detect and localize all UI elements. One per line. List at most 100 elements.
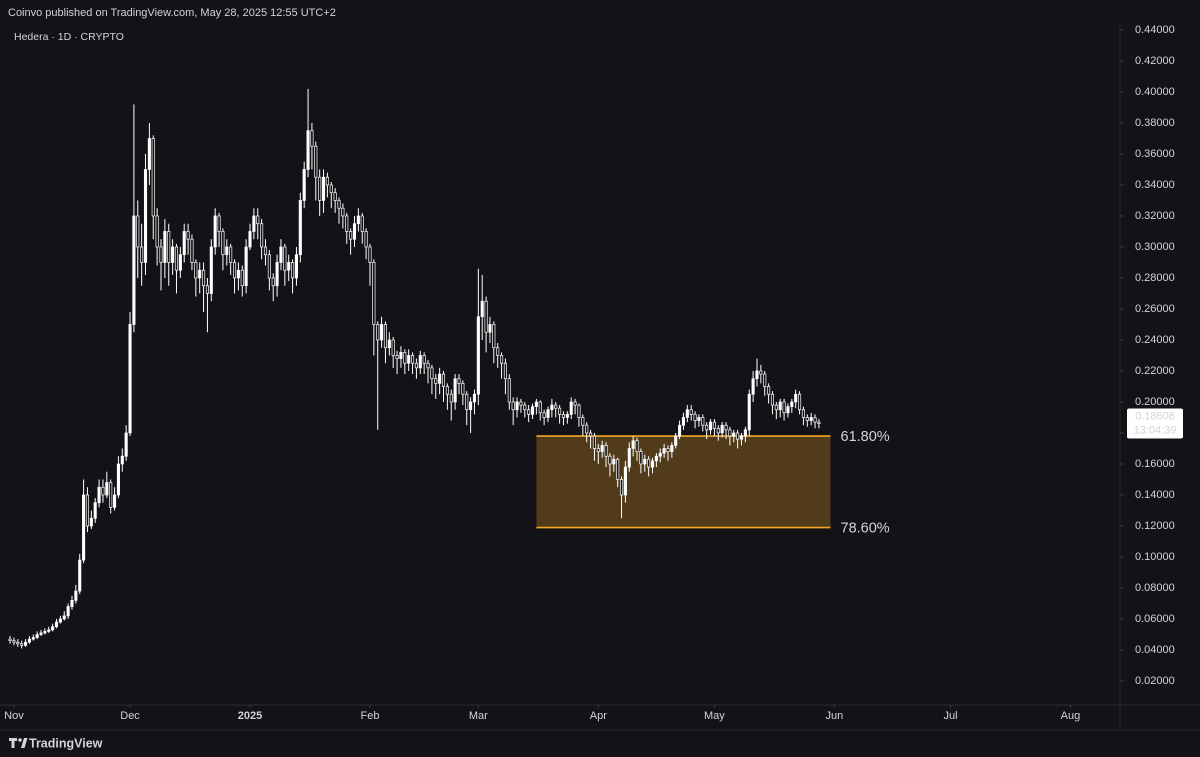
y-tick-label: 0.28000	[1135, 272, 1175, 284]
candle-body	[225, 246, 229, 256]
candle-body	[236, 269, 240, 279]
candle-body	[817, 421, 821, 424]
candle-body	[35, 634, 39, 638]
candle-body	[89, 517, 93, 527]
symbol-title: Hedera · 1D · CRYPTO	[14, 31, 124, 43]
candle-body	[511, 401, 515, 411]
candle-body	[794, 393, 798, 403]
y-tick-label: 0.30000	[1135, 241, 1175, 253]
candle-body	[85, 494, 90, 527]
candle-body	[500, 355, 504, 364]
candle-body	[484, 300, 488, 333]
candle-body	[376, 324, 380, 341]
y-tick-label: 0.40000	[1135, 86, 1175, 98]
candle-body	[174, 246, 179, 271]
y-tick-label: 0.08000	[1135, 582, 1175, 594]
candle-body	[592, 435, 596, 449]
candle-body	[724, 424, 728, 431]
candle-body	[39, 632, 43, 635]
candle-body	[650, 460, 655, 468]
candle-body	[503, 362, 507, 380]
candle-body	[20, 643, 24, 646]
candle-body	[747, 393, 751, 431]
x-tick-label: Jul	[943, 710, 957, 722]
candle-body	[608, 455, 612, 465]
candle-body	[643, 458, 647, 465]
candle-body	[445, 386, 449, 395]
candle-body	[349, 231, 353, 240]
candle-body	[426, 362, 430, 369]
candle-body	[705, 424, 709, 431]
candle-body	[778, 401, 782, 411]
candle-body	[163, 231, 167, 263]
candle-body	[554, 404, 558, 409]
candle-body	[507, 378, 511, 403]
candle-body	[523, 404, 527, 411]
candle-body	[178, 254, 182, 271]
candle-body	[159, 246, 163, 263]
candle-body	[449, 393, 453, 403]
candle-body	[418, 355, 422, 369]
candle-body	[527, 409, 531, 415]
x-tick-label: Dec	[120, 710, 140, 722]
candle-body	[469, 401, 473, 411]
candle-body	[782, 401, 786, 414]
candle-body	[569, 401, 573, 415]
candle-body	[260, 223, 264, 248]
candle-body	[770, 393, 775, 406]
candle-body	[708, 421, 713, 431]
candle-body	[565, 414, 569, 418]
candle-body	[414, 362, 418, 369]
candle-body	[534, 401, 538, 407]
x-tick-label: 2025	[238, 710, 262, 722]
candle-body	[120, 455, 124, 465]
fib-level-label: 78.60%	[841, 520, 890, 536]
candle-body	[577, 404, 581, 418]
candle-body	[167, 231, 171, 263]
candle-body	[380, 324, 384, 341]
candle-body	[813, 417, 817, 423]
candle-body	[627, 448, 631, 468]
candle-body	[712, 421, 716, 429]
candle-body	[616, 458, 620, 480]
candle-body	[476, 316, 480, 395]
candle-body	[263, 246, 268, 256]
brand-name: TradingView	[29, 736, 103, 750]
candle-body	[739, 435, 744, 440]
candle-body	[78, 559, 82, 592]
candle-body	[132, 215, 136, 325]
candle-body	[623, 466, 627, 496]
candle-body	[124, 432, 128, 457]
bar-countdown: 13:04:39	[1134, 424, 1177, 436]
y-tick-label: 0.44000	[1135, 24, 1175, 36]
candle-body	[325, 176, 329, 186]
candle-body	[82, 494, 86, 561]
candle-body	[542, 412, 546, 418]
candle-body	[411, 355, 415, 364]
candle-body	[205, 285, 209, 294]
candle-body	[453, 378, 457, 403]
candle-body	[314, 145, 318, 178]
candle-body	[333, 192, 337, 201]
candle-body	[631, 440, 635, 449]
candle-body	[581, 417, 585, 426]
candle-body	[693, 414, 697, 421]
y-tick-label: 0.42000	[1135, 55, 1175, 67]
y-tick-label: 0.10000	[1135, 551, 1175, 563]
candle-body	[105, 482, 109, 496]
candle-body	[492, 324, 496, 349]
candle-body	[147, 138, 151, 170]
y-tick-label: 0.02000	[1135, 675, 1175, 687]
candle-body	[190, 238, 194, 263]
candle-body	[287, 262, 291, 271]
fib-level-label: 61.80%	[841, 429, 890, 445]
y-tick-label: 0.20000	[1135, 396, 1175, 408]
candle-body	[596, 448, 600, 452]
candle-body	[743, 429, 747, 437]
candle-body	[27, 638, 31, 643]
candle-body	[101, 486, 105, 496]
candle-body	[472, 393, 477, 403]
candle-body	[465, 393, 469, 411]
candle-body	[457, 378, 461, 384]
